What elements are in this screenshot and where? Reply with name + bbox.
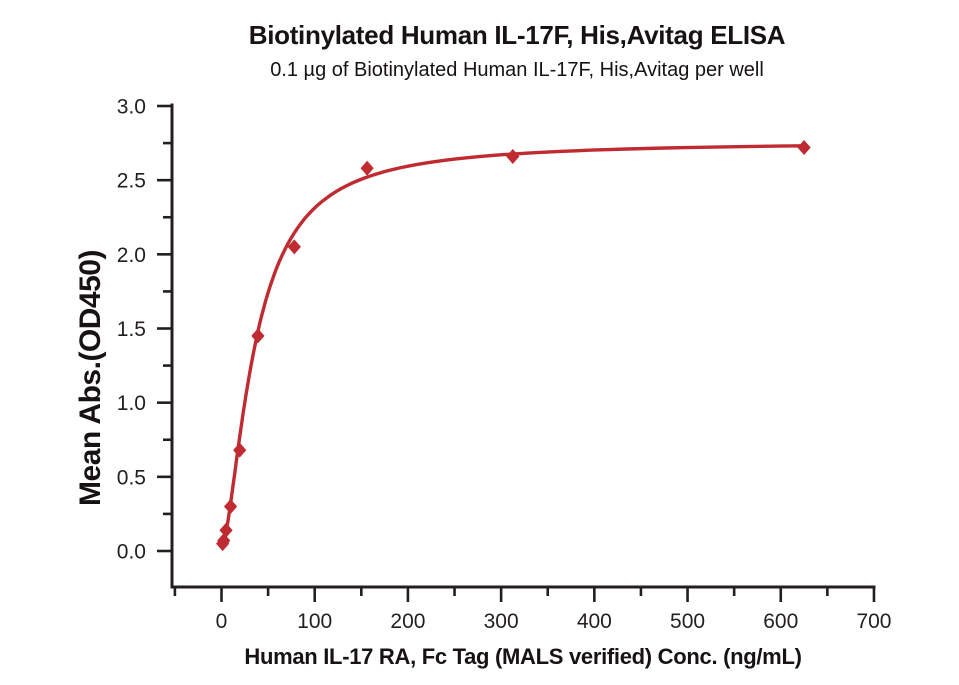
y-tick-label: 1.0: [117, 392, 146, 415]
chart-subtitle: 0.1 µg of Biotinylated Human IL-17F, His…: [270, 59, 764, 81]
data-point-marker: [219, 522, 233, 538]
data-point-marker: [224, 499, 238, 515]
y-tick-label: 0.5: [117, 466, 146, 489]
x-tick-label: 600: [763, 610, 798, 633]
y-tick-label: 2.5: [117, 170, 146, 193]
data-point-marker: [233, 442, 247, 458]
x-tick-label: 200: [390, 610, 425, 633]
x-tick-label: 300: [484, 610, 519, 633]
y-tick-label: 2.0: [117, 244, 146, 267]
data-point-marker: [797, 140, 811, 156]
data-point-marker: [217, 533, 231, 549]
x-tick-label: 100: [297, 610, 332, 633]
x-axis-ticks: 0 100 200 300 400 500 600 700: [173, 587, 891, 633]
x-tick-label: 400: [577, 610, 612, 633]
y-tick-label: 3.0: [117, 96, 146, 119]
fit-curve: [220, 144, 806, 549]
data-points: [216, 140, 811, 552]
data-point-marker: [287, 239, 301, 255]
y-axis-ticks: 0.0 0.5 1.0 1.5 2.0 2.5 3.0: [117, 96, 172, 564]
data-point-marker: [506, 148, 520, 164]
y-tick-label: 1.5: [117, 318, 146, 341]
x-tick-label: 0: [216, 610, 228, 633]
data-point-marker: [360, 160, 374, 176]
y-tick-label: 0.0: [117, 541, 146, 564]
x-tick-label: 700: [856, 610, 891, 633]
axes: [170, 103, 876, 589]
x-tick-label: 500: [670, 610, 705, 633]
x-axis-title: Human IL-17 RA, Fc Tag (MALS verified) C…: [244, 644, 802, 669]
chart-title: Biotinylated Human IL-17F, His,Avitag EL…: [248, 20, 786, 50]
data-point-marker: [251, 328, 265, 344]
